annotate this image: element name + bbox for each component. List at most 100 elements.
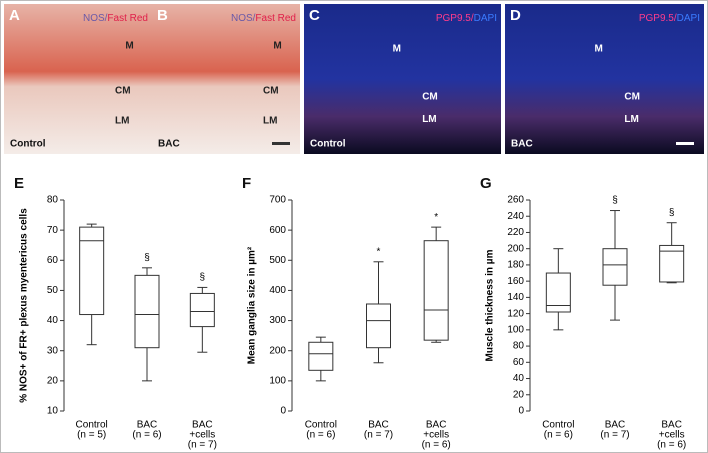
y-tick-label: 40 [513,373,525,384]
n-label: (n = 5) [77,430,106,441]
y-axis-label: Muscle thickness in µm [485,249,496,361]
group-label: BAC [511,139,533,150]
y-tick-label: 260 [507,195,524,206]
x-tick-label: +cells [189,430,215,441]
y-tick-label: 100 [269,375,286,386]
panel-letter: E [14,175,24,192]
n-label: (n = 6) [422,440,451,451]
layer-label: LM [115,116,129,127]
y-tick-label: 400 [269,285,286,296]
stain-part: DAPI [677,13,700,24]
group-label: Control [10,139,46,150]
y-tick-label: 300 [269,315,286,326]
y-tick-label: 220 [507,227,524,238]
n-label: (n = 6) [657,440,686,451]
y-tick-label: 0 [518,406,524,417]
x-tick-label: BAC [426,420,447,431]
layer-label: CM [115,86,131,97]
layer-label: LM [422,114,436,125]
scale-bar [272,142,290,145]
group-label: Control [310,139,346,150]
x-tick-label: Control [305,420,337,431]
layer-label: LM [263,116,277,127]
box [545,272,571,313]
y-tick-label: 600 [269,225,286,236]
significance: § [612,195,618,206]
box [308,341,334,371]
stain-part: DAPI [474,13,497,24]
y-tick-label: 160 [507,276,524,287]
group-label: BAC [158,139,180,150]
stain-label: PGP9.5/DAPI [639,13,700,24]
y-tick-label: 140 [507,292,524,303]
stain-part: NOS/ [83,13,108,24]
y-tick-label: 60 [47,255,59,266]
x-tick-label: BAC [605,420,626,431]
panel-letter: B [157,7,168,24]
micrograph [152,4,300,154]
x-tick-label: +cells [659,430,685,441]
x-tick-label: +cells [423,430,449,441]
panel-letter: G [480,175,492,192]
y-tick-label: 0 [280,406,286,417]
n-label: (n = 6) [306,430,335,441]
box [602,248,628,286]
stain-label: PGP9.5/DAPI [436,13,497,24]
layer-label: CM [263,86,279,97]
y-axis-label: Mean ganglia size in µm² [247,246,258,364]
y-tick-label: 20 [513,389,525,400]
layer-label: CM [422,92,438,103]
y-axis-label: % NOS+ of FR+ plexus myentericus cells [19,208,30,403]
x-tick-label: BAC [368,420,389,431]
y-tick-label: 50 [47,285,59,296]
significance: § [200,272,206,283]
stain-part: NOS/ [231,13,256,24]
n-label: (n = 7) [188,440,217,451]
stain-part: Fast Red [255,13,296,24]
panel-letter: D [510,7,521,24]
y-tick-label: 240 [507,211,524,222]
y-tick-label: 200 [269,345,286,356]
n-label: (n = 7) [600,430,629,441]
box [189,292,215,328]
y-tick-label: 500 [269,255,286,266]
y-tick-label: 60 [513,357,525,368]
y-tick-label: 700 [269,195,286,206]
n-label: (n = 7) [364,430,393,441]
panel-letter: A [9,7,20,24]
y-tick-label: 10 [47,406,59,417]
layer-label: M [393,44,401,55]
panel-letter: C [309,7,320,24]
y-tick-label: 120 [507,308,524,319]
x-tick-label: Control [542,420,574,431]
n-label: (n = 6) [544,430,573,441]
stain-part: PGP9.5/ [639,13,677,24]
stain-part: Fast Red [107,13,148,24]
y-tick-label: 40 [47,315,59,326]
y-tick-label: 200 [507,243,524,254]
box [423,240,449,341]
layer-label: CM [624,92,640,103]
y-tick-label: 30 [47,345,59,356]
y-tick-label: 100 [507,324,524,335]
box [79,226,105,316]
n-label: (n = 6) [132,430,161,441]
layer-label: M [595,44,603,55]
stain-label: NOS/Fast Red [83,13,148,24]
y-tick-label: 20 [47,375,59,386]
panel-letter: F [242,175,251,192]
y-tick-label: 70 [47,225,59,236]
scale-bar [676,142,694,145]
significance: * [377,246,381,257]
micrograph [4,4,152,154]
stain-label: NOS/Fast Red [231,13,296,24]
x-tick-label: Control [76,420,108,431]
y-tick-label: 80 [513,341,525,352]
significance: * [434,212,438,223]
layer-label: M [273,41,281,52]
significance: § [669,207,675,218]
box [366,303,391,349]
micrograph [304,4,501,154]
layer-label: M [125,41,133,52]
